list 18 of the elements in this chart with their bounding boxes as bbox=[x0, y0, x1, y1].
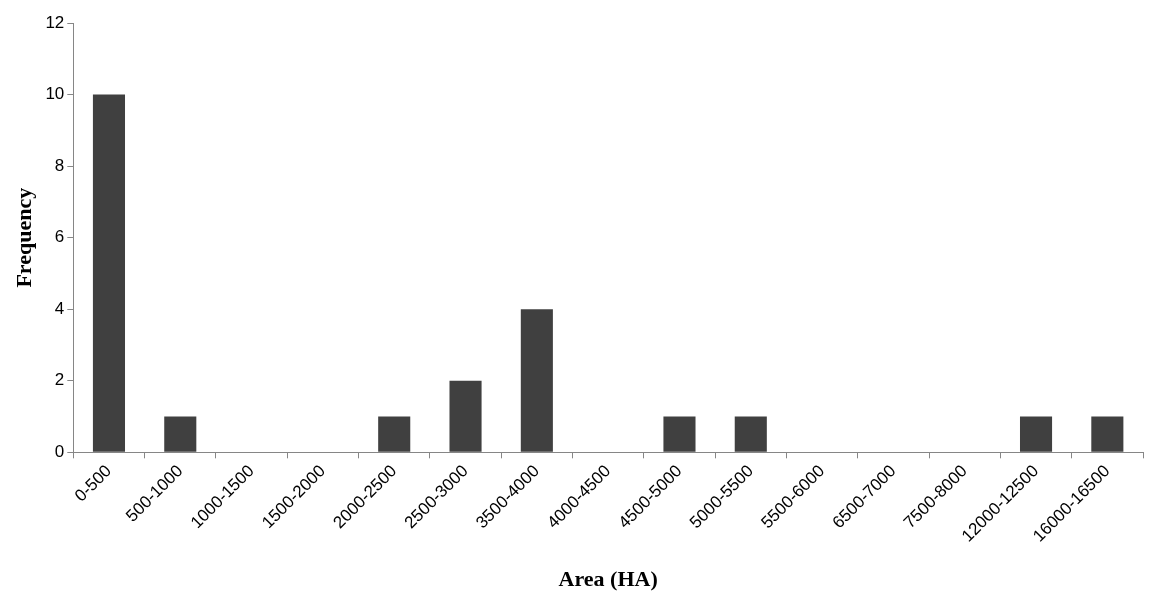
bar bbox=[449, 380, 482, 452]
y-axis-title: Frequency bbox=[10, 187, 36, 288]
y-tick-label: 8 bbox=[54, 155, 65, 175]
bar bbox=[1019, 416, 1053, 452]
bar bbox=[164, 416, 197, 452]
x-axis-title: Area (HA) bbox=[558, 566, 658, 592]
bar bbox=[663, 416, 696, 452]
bar bbox=[1091, 416, 1124, 452]
y-tick-label: 2 bbox=[54, 370, 65, 390]
y-tick-label: 6 bbox=[54, 227, 65, 247]
y-tick-label: 0 bbox=[54, 442, 65, 462]
bar bbox=[734, 416, 767, 452]
bar bbox=[378, 416, 411, 452]
y-tick-label: 12 bbox=[45, 12, 65, 32]
y-tick-label: 10 bbox=[45, 84, 65, 104]
bar bbox=[92, 94, 126, 452]
y-tick-label: 4 bbox=[54, 298, 65, 318]
bar bbox=[520, 309, 553, 452]
